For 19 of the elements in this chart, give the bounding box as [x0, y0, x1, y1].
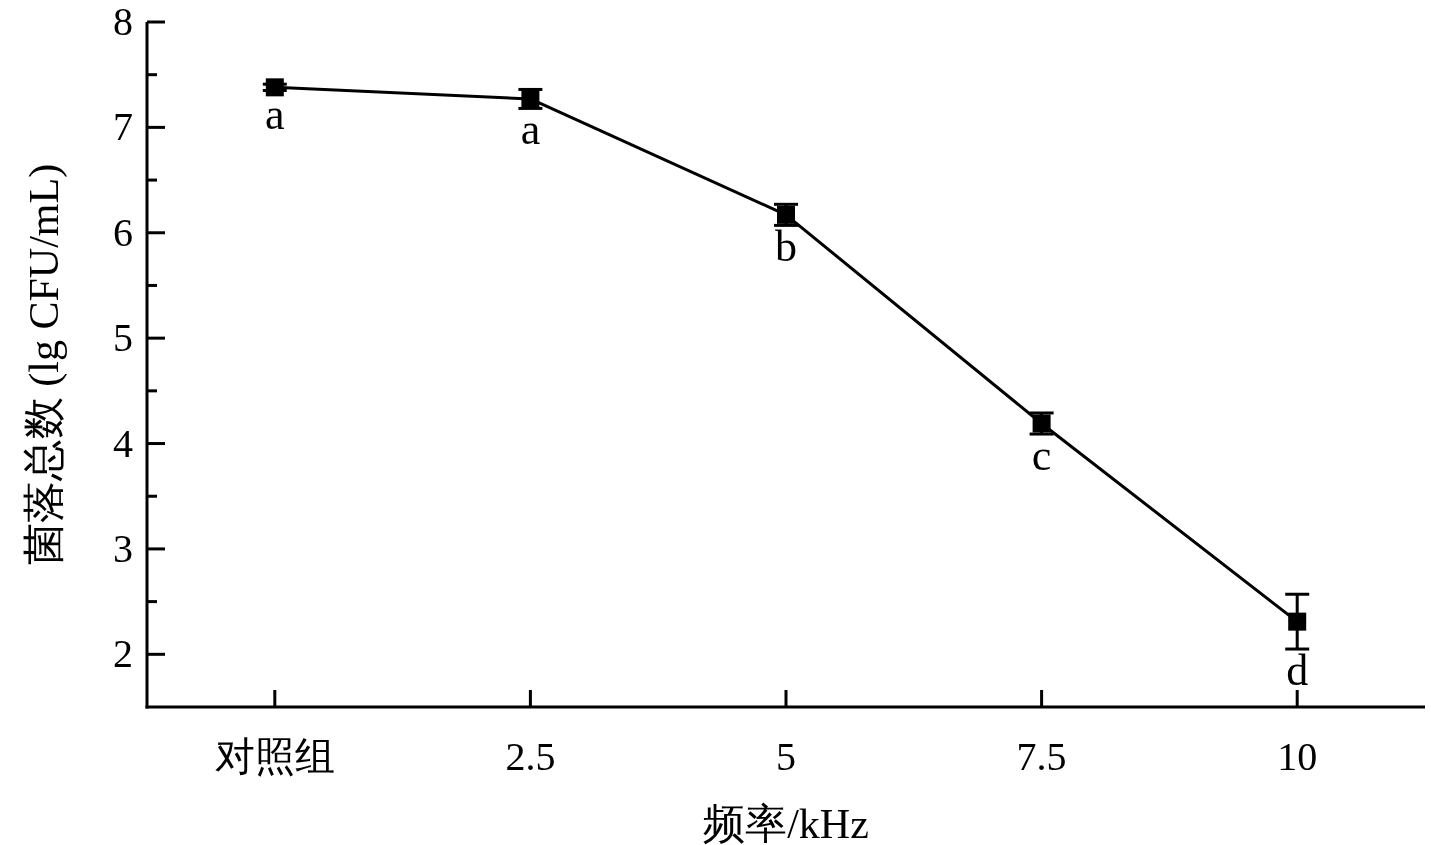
x-tick-label: 2.5 — [505, 734, 556, 779]
x-tick-label: 对照组 — [214, 734, 335, 779]
annotation: b — [775, 222, 797, 272]
y-axis-title: 菌落总数 (lg CFU/mL) — [21, 163, 68, 566]
annotation: a — [520, 105, 541, 155]
y-tick-label: 7 — [113, 104, 133, 150]
y-tick-label: 4 — [113, 420, 133, 466]
y-tick-label: 6 — [113, 209, 133, 255]
annotation: a — [265, 90, 285, 140]
annotation: d — [1286, 646, 1309, 696]
y-tick-label: 5 — [113, 315, 133, 361]
y-tick-label: 8 — [113, 0, 133, 44]
x-tick-label: 5 — [776, 734, 796, 779]
y-tick-label: 3 — [113, 525, 133, 571]
x-tick-label: 7.5 — [1016, 734, 1067, 779]
x-tick-label: 10 — [1277, 734, 1318, 779]
annotation: c — [1031, 431, 1052, 481]
y-tick-label: 2 — [113, 631, 133, 677]
x-axis-title: 频率/kHz — [703, 801, 869, 845]
